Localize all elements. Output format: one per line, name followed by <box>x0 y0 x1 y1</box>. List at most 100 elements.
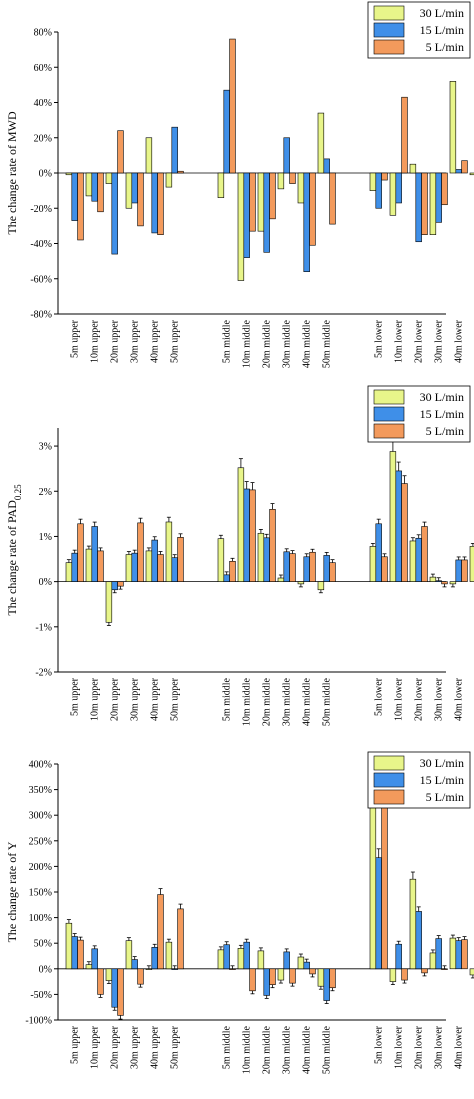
x-tick-label: 30m upper <box>130 319 141 363</box>
x-tick-label: 40m lower <box>454 319 465 363</box>
y-tick-label: 50% <box>34 939 52 950</box>
bar <box>257 172 265 232</box>
bar <box>409 163 417 174</box>
legend-label: 15 L/min <box>420 23 464 37</box>
bar <box>449 81 457 174</box>
x-tick-label: 40m upper <box>150 1025 161 1069</box>
bar <box>257 950 265 970</box>
bar <box>131 959 138 970</box>
bar <box>441 968 448 970</box>
y-tick-label: 0% <box>39 964 52 975</box>
bar <box>117 968 124 1016</box>
x-tick-label: 50m upper <box>170 677 181 721</box>
bar <box>269 172 276 220</box>
bar <box>277 968 285 981</box>
y-tick-label: 3% <box>39 442 52 453</box>
bar <box>269 509 276 582</box>
y-tick-label: 100% <box>29 913 52 924</box>
x-tick-label: 20m middle <box>262 319 273 368</box>
bar <box>329 968 336 989</box>
bar <box>455 559 462 582</box>
x-tick-label: 10m upper <box>90 319 101 363</box>
bar <box>277 172 285 190</box>
bar <box>223 89 230 174</box>
bar <box>237 948 245 970</box>
bar <box>223 574 230 582</box>
y-tick-label: 150% <box>29 888 52 899</box>
bar <box>125 554 133 582</box>
x-tick-label: 40m upper <box>150 319 161 363</box>
bar <box>125 172 133 209</box>
y-tick-label: 300% <box>29 811 52 822</box>
bar <box>409 540 417 582</box>
bar <box>65 922 73 970</box>
bar <box>297 172 305 204</box>
x-tick-label: 5m upper <box>70 677 81 716</box>
bar <box>329 562 336 582</box>
bar <box>85 172 93 197</box>
y-axis-label: The change rate of Y <box>5 841 19 942</box>
bar <box>137 172 144 227</box>
bar <box>91 172 98 202</box>
bar <box>369 791 377 970</box>
bar <box>461 160 468 174</box>
bar <box>145 968 153 970</box>
bar <box>65 562 73 582</box>
legend-swatch <box>373 789 405 805</box>
bar <box>395 943 402 970</box>
bar <box>177 170 184 174</box>
x-tick-label: 50m middle <box>322 1025 333 1074</box>
x-tick-label: 5m middle <box>222 1025 233 1069</box>
bar <box>105 968 113 981</box>
legend-swatch <box>373 772 405 788</box>
x-tick-label: 5m middle <box>222 319 233 363</box>
bar <box>469 968 474 976</box>
x-tick-label: 10m lower <box>394 1025 405 1069</box>
bar <box>435 172 442 223</box>
x-tick-label: 10m lower <box>394 319 405 363</box>
x-tick-label: 50m middle <box>322 319 333 368</box>
legend-swatch <box>373 22 405 38</box>
y-tick-label: 250% <box>29 836 52 847</box>
bar <box>461 559 468 582</box>
bar <box>177 537 184 582</box>
bar <box>297 581 305 585</box>
x-tick-label: 20m lower <box>414 677 425 721</box>
y-tick-label: 40% <box>34 98 52 109</box>
bar <box>317 968 325 987</box>
bar <box>249 172 256 232</box>
bar <box>125 940 133 970</box>
y-tick-label: -40% <box>30 239 52 250</box>
y-tick-label: 400% <box>29 760 52 771</box>
y-tick-label: 80% <box>34 28 52 39</box>
legend-label: 30 L/min <box>420 6 464 20</box>
bar <box>157 894 164 970</box>
y-tick-label: -80% <box>30 310 52 321</box>
bar <box>283 137 290 174</box>
bar <box>449 937 457 970</box>
bar <box>375 172 382 209</box>
bar <box>441 581 448 585</box>
bar <box>263 537 270 582</box>
bar <box>289 172 296 184</box>
bar <box>97 968 104 995</box>
bar <box>105 581 113 623</box>
x-tick-label: 40m lower <box>454 677 465 721</box>
x-tick-label: 20m upper <box>110 319 121 363</box>
bar <box>323 158 330 174</box>
bar <box>165 521 173 582</box>
x-tick-label: 30m lower <box>434 319 445 363</box>
chart-panel-1: -80% -60% -40% -20% 0% 20% 40% 60% 80% The change… <box>5 1 474 368</box>
x-tick-label: 30m middle <box>282 1025 293 1074</box>
x-tick-label: 40m middle <box>302 677 313 726</box>
y-axis-label: The change rate of MWD <box>5 111 19 235</box>
bar <box>435 580 442 582</box>
bar <box>369 546 377 582</box>
bar <box>269 968 276 985</box>
bar <box>421 526 428 582</box>
x-tick-label: 5m lower <box>374 1025 385 1064</box>
legend-label: 5 L/min <box>426 424 464 438</box>
x-tick-label: 20m middle <box>262 1025 273 1074</box>
bar <box>409 878 417 970</box>
x-tick-label: 40m upper <box>150 677 161 721</box>
